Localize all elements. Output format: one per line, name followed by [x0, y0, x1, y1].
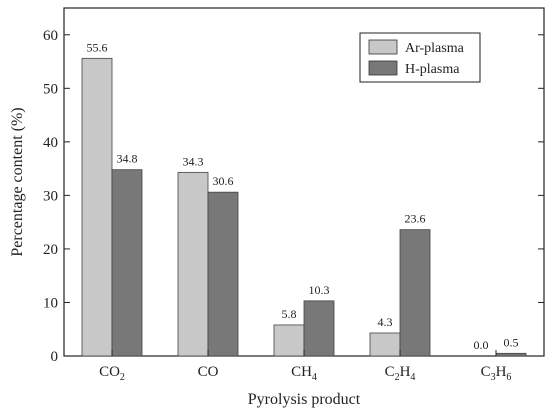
category-label-part: H	[496, 364, 507, 380]
category-label-part: C	[481, 364, 491, 380]
y-tick-label: 10	[43, 295, 58, 311]
category-label-part: 2	[395, 372, 400, 383]
data-label: 0.5	[504, 335, 519, 349]
bar-ar-plasma	[81, 57, 113, 357]
data-label: 4.3	[378, 315, 393, 329]
x-axis-title: Pyrolysis product	[248, 391, 361, 408]
category-label-part: 4	[410, 372, 415, 383]
category-label-part: CO	[99, 364, 120, 380]
bar-h-plasma	[303, 300, 335, 357]
legend: Ar-plasma H-plasma	[359, 32, 481, 83]
data-label: 30.6	[213, 174, 234, 188]
bar-ar-plasma	[177, 171, 209, 357]
y-tick-label: 20	[43, 242, 58, 258]
data-label: 23.6	[405, 212, 426, 226]
legend-label-h: H-plasma	[405, 62, 460, 77]
legend-swatch-h	[368, 60, 398, 76]
category-label-part: 2	[120, 372, 125, 383]
category-label-part: 6	[506, 372, 511, 383]
bars: 55.6 34.8 34.3 30.6 5.8 10.3 4.3 23.6 0.0 0.5	[81, 40, 527, 357]
category-label: CH4	[291, 364, 317, 383]
category-label-part: CO	[198, 364, 219, 380]
bar-h-plasma	[495, 352, 527, 357]
category-label-part: H	[400, 364, 411, 380]
legend-label-ar: Ar-plasma	[405, 41, 465, 56]
category-label: C3H6	[481, 364, 512, 383]
data-label: 5.8	[282, 307, 297, 321]
data-label: 0.0	[474, 338, 489, 352]
y-tick-label: 50	[43, 81, 58, 97]
category-label-part: C	[385, 364, 395, 380]
category-label: C2H4	[385, 364, 416, 383]
y-tick-label: 30	[43, 188, 58, 204]
bar-h-plasma	[207, 191, 239, 357]
category-label-part: CH	[291, 364, 312, 380]
category-label: CO2	[99, 364, 125, 383]
data-label: 55.6	[87, 40, 108, 54]
bar-ar-plasma	[273, 324, 305, 357]
data-label: 34.8	[117, 152, 138, 166]
x-axis-ticks: CO2 CO CH4 C2H4 C3H6	[99, 350, 511, 383]
y-tick-label: 60	[43, 28, 58, 44]
data-label: 34.3	[183, 154, 204, 168]
category-label: CO	[198, 364, 219, 380]
data-label: 10.3	[309, 283, 330, 297]
y-tick-label: 40	[43, 135, 58, 151]
category-label-part: 4	[312, 372, 317, 383]
category-label-part: 3	[491, 372, 496, 383]
bar-h-plasma	[111, 169, 143, 357]
legend-swatch-ar	[368, 39, 398, 55]
bar-ar-plasma	[369, 332, 401, 357]
y-axis-ticks: 0 10 20 30 40 50 60	[43, 28, 544, 365]
bar-h-plasma	[399, 229, 431, 357]
y-axis-title: Percentage content (%)	[9, 107, 26, 256]
y-tick-label: 0	[51, 349, 59, 365]
